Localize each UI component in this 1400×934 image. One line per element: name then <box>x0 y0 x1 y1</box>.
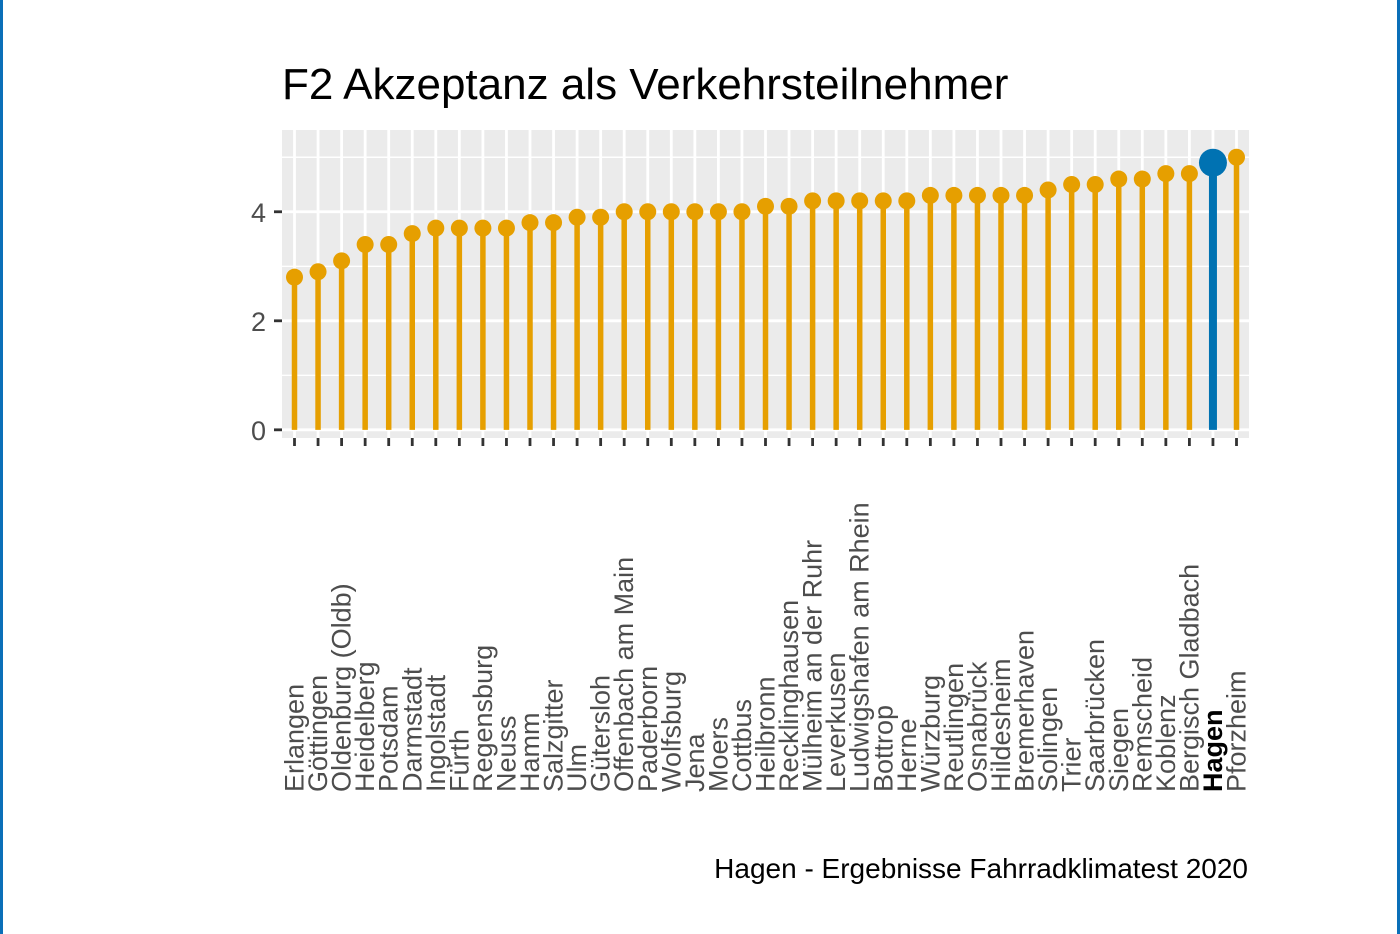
lollipop-point <box>497 219 515 237</box>
lollipop-point <box>450 219 468 237</box>
x-tick-label: Ludwigshafen am Rhein <box>845 502 875 792</box>
x-tick-label: Saarbrücken <box>1080 639 1110 792</box>
lollipop-point <box>380 235 398 253</box>
lollipop-point <box>733 203 751 221</box>
x-tick-label: Bergisch Gladbach <box>1174 564 1204 792</box>
x-tick-label: Pforzheim <box>1222 670 1252 792</box>
x-tick-label: Remscheid <box>1127 657 1157 792</box>
x-tick-label: Reutlingen <box>939 663 969 792</box>
lollipop-point <box>545 214 563 232</box>
x-tick-label: Solingen <box>1033 687 1063 792</box>
x-tick-label: Ulm <box>562 744 592 792</box>
x-tick-label: Heidelberg <box>350 661 380 792</box>
x-tick-label: Fürth <box>444 729 474 792</box>
lollipop-point <box>851 192 869 210</box>
lollipop-point <box>662 203 680 221</box>
lollipop-point <box>592 208 610 226</box>
lollipop-point <box>780 197 798 215</box>
x-tick-label: Hildesheim <box>986 658 1016 792</box>
lollipop-point <box>709 203 727 221</box>
x-tick-label: Neuss <box>491 715 521 792</box>
lollipop-point <box>1180 165 1198 183</box>
x-tick-label: Siegen <box>1104 708 1134 792</box>
lollipop-point <box>1228 148 1245 166</box>
lollipop-point <box>309 263 327 281</box>
lollipop-point <box>1039 181 1057 199</box>
x-tick-label: Wolfsburg <box>656 671 686 792</box>
lollipop-point <box>827 192 845 210</box>
lollipop-point <box>1016 186 1034 204</box>
lollipop-point <box>945 186 963 204</box>
x-tick-label: Osnabrück <box>962 661 992 792</box>
lollipop-point <box>1086 176 1104 194</box>
chart-caption: Hagen - Ergebnisse Fahrradklimatest 2020 <box>714 853 1248 884</box>
lollipop-point <box>898 192 916 210</box>
x-tick-label: Jena <box>680 732 710 792</box>
x-tick-label: Salzgitter <box>539 679 569 792</box>
lollipop-point <box>356 235 374 253</box>
lollipop-point <box>427 219 445 237</box>
x-tick-label: Oldenburg (Oldb) <box>327 583 357 792</box>
x-tick-label: Würzburg <box>915 675 945 792</box>
x-tick-label: Darmstadt <box>397 667 427 792</box>
chart-title: F2 Akzeptanz als Verkehrsteilnehmer <box>282 60 1009 109</box>
lollipop-point <box>568 208 586 226</box>
y-tick-label: 4 <box>251 198 266 228</box>
lollipop-point <box>521 214 539 232</box>
lollipop-point <box>615 203 633 221</box>
lollipop-point <box>333 252 351 270</box>
y-tick-label: 2 <box>251 307 266 337</box>
x-tick-label: Recklinghausen <box>774 600 804 792</box>
lollipop-point <box>804 192 822 210</box>
x-tick-label: Regensburg <box>468 645 498 792</box>
highlight-point <box>1198 148 1227 177</box>
x-tick-label: Herne <box>892 718 922 792</box>
x-tick-label: Potsdam <box>374 685 404 792</box>
lollipop-point <box>474 219 492 237</box>
x-tick-label: Hagen <box>1198 709 1228 792</box>
lollipop-point <box>1063 176 1081 194</box>
x-tick-label: Cottbus <box>727 699 757 792</box>
x-tick-label: Paderborn <box>633 666 663 792</box>
x-tick-label: Trier <box>1057 738 1087 793</box>
y-tick-label: 0 <box>251 416 266 446</box>
lollipop-point <box>403 225 421 243</box>
x-tick-label: Offenbach am Main <box>609 557 639 792</box>
lollipop-point <box>639 203 657 221</box>
x-tick-label: Hamm <box>515 713 545 793</box>
lollipop-point <box>1157 165 1175 183</box>
lollipop-point <box>992 186 1010 204</box>
x-tick-label: Ingolstadt <box>421 674 451 792</box>
lollipop-point <box>874 192 892 210</box>
lollipop-point <box>686 203 704 221</box>
x-tick-label: Koblenz <box>1151 694 1181 792</box>
x-tick-label: Gütersloh <box>586 675 616 792</box>
lollipop-point <box>1110 170 1128 188</box>
x-tick-label: Heilbronn <box>751 676 781 792</box>
x-tick-label: Bremerhaven <box>1010 630 1040 792</box>
x-tick-label: Bottrop <box>868 705 898 792</box>
x-tick-label: Göttingen <box>303 675 333 792</box>
lollipop-point <box>1133 170 1151 188</box>
x-tick-label: Moers <box>703 717 733 792</box>
lollipop-point <box>921 186 939 204</box>
x-tick-label: Mülheim an der Ruhr <box>798 540 828 792</box>
lollipop-point <box>757 197 774 215</box>
lollipop-point <box>286 268 303 286</box>
x-tick-label: Erlangen <box>280 684 310 792</box>
lollipop-point <box>968 186 986 204</box>
x-tick-label: Leverkusen <box>821 652 851 792</box>
